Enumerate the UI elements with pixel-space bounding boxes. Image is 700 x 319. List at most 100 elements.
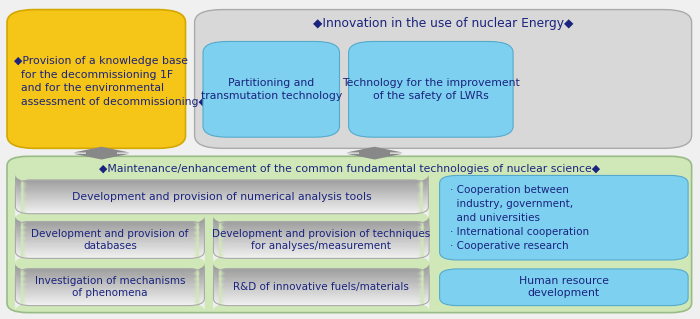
FancyBboxPatch shape [214,232,429,244]
Polygon shape [346,147,402,152]
FancyBboxPatch shape [214,243,429,255]
FancyBboxPatch shape [15,268,204,280]
FancyBboxPatch shape [214,248,429,260]
FancyBboxPatch shape [15,243,204,255]
FancyBboxPatch shape [214,284,429,296]
FancyBboxPatch shape [15,283,204,295]
Text: Development and provision of numerical analysis tools: Development and provision of numerical a… [72,192,372,202]
FancyBboxPatch shape [214,273,429,285]
FancyBboxPatch shape [15,280,204,293]
FancyBboxPatch shape [214,295,429,307]
FancyBboxPatch shape [214,229,429,241]
FancyBboxPatch shape [15,194,428,207]
FancyBboxPatch shape [15,201,428,213]
FancyBboxPatch shape [214,238,429,250]
FancyBboxPatch shape [214,244,429,256]
FancyBboxPatch shape [15,190,428,202]
FancyBboxPatch shape [214,225,429,237]
FancyBboxPatch shape [15,241,204,254]
FancyBboxPatch shape [214,272,429,284]
FancyBboxPatch shape [15,272,204,284]
FancyBboxPatch shape [15,219,204,232]
FancyBboxPatch shape [214,249,429,261]
FancyBboxPatch shape [15,229,204,241]
FancyBboxPatch shape [15,223,204,235]
Text: Development and provision of
databases: Development and provision of databases [32,229,188,251]
FancyBboxPatch shape [15,204,428,216]
FancyBboxPatch shape [15,297,204,309]
FancyBboxPatch shape [214,291,429,303]
Text: Development and provision of techniques
for analyses/measurement: Development and provision of techniques … [212,229,430,251]
FancyBboxPatch shape [15,179,428,191]
FancyBboxPatch shape [15,185,428,198]
FancyBboxPatch shape [15,295,204,307]
FancyBboxPatch shape [15,233,204,245]
FancyBboxPatch shape [214,267,429,279]
FancyBboxPatch shape [15,238,204,250]
FancyBboxPatch shape [214,263,429,275]
FancyBboxPatch shape [15,180,428,192]
FancyBboxPatch shape [214,286,429,299]
FancyBboxPatch shape [214,217,429,229]
FancyBboxPatch shape [15,277,204,289]
FancyBboxPatch shape [214,297,429,309]
FancyBboxPatch shape [15,263,204,275]
FancyBboxPatch shape [15,271,204,283]
FancyBboxPatch shape [214,221,429,233]
Text: Human resource
development: Human resource development [519,276,609,299]
FancyBboxPatch shape [214,234,429,246]
FancyBboxPatch shape [214,281,429,293]
FancyBboxPatch shape [15,200,428,212]
FancyBboxPatch shape [214,271,429,283]
Text: Partitioning and
transmutation technology: Partitioning and transmutation technolog… [201,78,342,101]
FancyBboxPatch shape [15,269,204,281]
FancyBboxPatch shape [214,265,429,278]
FancyBboxPatch shape [440,175,688,260]
FancyBboxPatch shape [214,250,429,262]
Polygon shape [74,154,130,160]
FancyBboxPatch shape [15,241,204,253]
FancyBboxPatch shape [15,199,428,211]
FancyBboxPatch shape [15,251,204,263]
FancyBboxPatch shape [15,196,428,208]
FancyBboxPatch shape [7,156,692,313]
FancyBboxPatch shape [15,218,204,231]
FancyBboxPatch shape [15,177,428,189]
FancyBboxPatch shape [214,268,429,280]
FancyBboxPatch shape [214,280,429,293]
FancyBboxPatch shape [214,218,429,231]
FancyBboxPatch shape [15,291,204,303]
FancyBboxPatch shape [15,227,204,239]
Text: Investigation of mechanisms
of phenomena: Investigation of mechanisms of phenomena [35,276,185,299]
FancyBboxPatch shape [214,279,429,291]
FancyBboxPatch shape [214,277,429,289]
FancyBboxPatch shape [15,235,204,248]
Text: R&D of innovative fuels/materials: R&D of innovative fuels/materials [233,282,410,292]
Text: ◆Provision of a knowledge base
  for the decommissioning 1F
  and for the enviro: ◆Provision of a knowledge base for the d… [14,56,207,107]
FancyBboxPatch shape [15,226,204,238]
Text: ◆Maintenance/enhancement of the common fundamental technologies of nuclear scien: ◆Maintenance/enhancement of the common f… [99,164,600,174]
FancyBboxPatch shape [15,202,428,214]
FancyBboxPatch shape [15,265,204,278]
FancyBboxPatch shape [15,175,428,188]
FancyBboxPatch shape [15,232,204,244]
FancyBboxPatch shape [15,274,204,286]
FancyBboxPatch shape [214,245,429,257]
FancyBboxPatch shape [15,249,204,261]
FancyBboxPatch shape [15,198,428,210]
FancyBboxPatch shape [15,248,204,260]
FancyBboxPatch shape [214,223,429,235]
FancyBboxPatch shape [214,222,429,234]
FancyBboxPatch shape [15,193,428,206]
FancyBboxPatch shape [214,264,429,277]
FancyBboxPatch shape [15,293,204,305]
FancyBboxPatch shape [195,10,692,148]
FancyBboxPatch shape [15,188,428,200]
FancyBboxPatch shape [214,274,429,286]
FancyBboxPatch shape [214,296,429,308]
FancyBboxPatch shape [214,231,429,243]
FancyBboxPatch shape [214,233,429,245]
FancyBboxPatch shape [15,182,428,194]
Polygon shape [359,152,390,154]
FancyBboxPatch shape [214,299,429,311]
